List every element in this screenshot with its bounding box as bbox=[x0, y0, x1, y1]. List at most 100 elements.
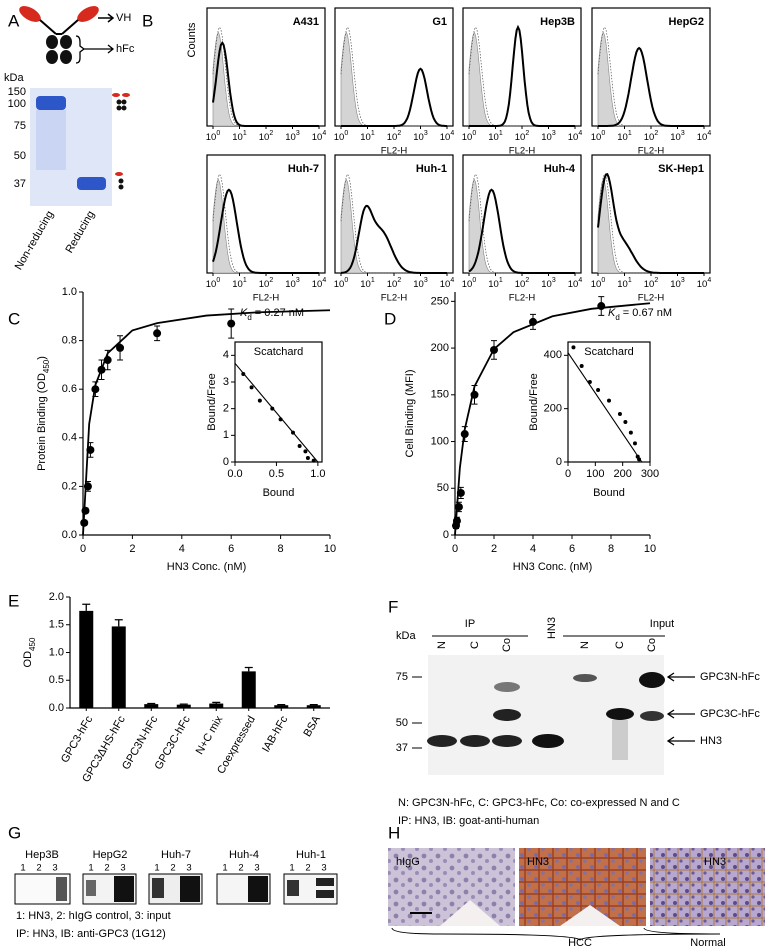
y-tick-label: 150 bbox=[431, 389, 449, 401]
x-tick-label: 4 bbox=[530, 543, 536, 555]
x-tick-label: 104 bbox=[697, 130, 712, 142]
lane-label: HN3 bbox=[546, 617, 558, 639]
x-tick-label: 101 bbox=[232, 130, 247, 142]
lane-number: 3 bbox=[254, 863, 259, 874]
annotation-part: = 0.67 nM bbox=[623, 307, 672, 319]
fit-line bbox=[454, 302, 651, 536]
cell-name: HepG2 bbox=[93, 849, 128, 861]
sample-histogram bbox=[468, 188, 575, 274]
x-tick-label-part: 4 bbox=[707, 130, 711, 137]
x-tick-label: 2 bbox=[129, 543, 135, 555]
band bbox=[639, 672, 665, 688]
y-tick-label: 50 bbox=[437, 482, 449, 494]
x-tick-label-part: 10 bbox=[617, 279, 628, 290]
point bbox=[241, 372, 246, 376]
point bbox=[257, 398, 262, 403]
x-tick-label-part: 1 bbox=[371, 130, 375, 137]
fc-domain bbox=[60, 35, 72, 49]
x-tick-label: 104 bbox=[440, 277, 455, 289]
fit-line bbox=[234, 362, 319, 463]
point bbox=[632, 441, 637, 446]
y-tick-label: 0.0 bbox=[49, 702, 64, 714]
control-histogram bbox=[597, 31, 704, 127]
y-tick-label: 2.0 bbox=[49, 591, 64, 603]
point bbox=[249, 385, 254, 390]
x-tick-label-part: 10 bbox=[232, 132, 243, 143]
y-tick-label: 0.6 bbox=[62, 383, 77, 395]
x-tick-label-part: 10 bbox=[697, 132, 708, 143]
x-tick-label-part: 10 bbox=[285, 132, 296, 143]
x-tick-label: 100 bbox=[591, 277, 606, 289]
x-tick-label: 8 bbox=[278, 543, 284, 555]
fit-line bbox=[82, 309, 331, 536]
x-tick-label-part: 0 bbox=[216, 130, 220, 137]
ihc-images bbox=[388, 848, 765, 941]
x-axis-label: FL2-H bbox=[509, 146, 536, 157]
x-tick-label-part: 10 bbox=[259, 132, 270, 143]
x-tick-label-part: 0 bbox=[601, 130, 605, 137]
x-tick-label: 103 bbox=[541, 130, 556, 142]
group-label: HCC bbox=[568, 937, 592, 948]
error-bar bbox=[277, 704, 286, 706]
control-histogram bbox=[468, 178, 575, 274]
lane-number: 3 bbox=[52, 863, 57, 874]
caption: N: GPC3N-hFc, C: GPC3-hFc, Co: co-expres… bbox=[398, 797, 680, 809]
x-tick-label-part: 0 bbox=[344, 130, 348, 137]
marker-label: 150 bbox=[8, 86, 26, 98]
lane-label: Reducing bbox=[63, 209, 97, 255]
bar bbox=[306, 705, 321, 708]
brace bbox=[391, 927, 721, 941]
marker-label: 37 bbox=[14, 178, 26, 190]
point bbox=[278, 417, 283, 422]
band bbox=[573, 674, 597, 682]
x-tick-label-part: 1 bbox=[628, 130, 632, 137]
x-tick-label: 0 bbox=[80, 543, 86, 555]
point bbox=[303, 449, 308, 454]
x-tick-label: 102 bbox=[259, 277, 274, 289]
point bbox=[80, 518, 89, 527]
error-bar bbox=[147, 702, 156, 705]
point bbox=[456, 488, 465, 497]
marker-label: 100 bbox=[8, 98, 26, 110]
x-tick-label: 103 bbox=[285, 277, 300, 289]
smear bbox=[36, 110, 66, 170]
lane-label: Non-reducing bbox=[13, 209, 56, 272]
lane-number: 1 bbox=[289, 863, 294, 874]
label-vh: VH bbox=[116, 12, 131, 24]
x-tick-label-part: 10 bbox=[312, 279, 323, 290]
band bbox=[460, 735, 490, 747]
x-tick-label: 100 bbox=[591, 130, 606, 142]
fc-domain bbox=[46, 35, 58, 49]
cell-name: SK-Hep1 bbox=[658, 163, 704, 175]
y-tick-label: 4 bbox=[223, 349, 229, 361]
x-tick-label-part: 10 bbox=[334, 132, 345, 143]
control-histogram bbox=[597, 178, 704, 274]
x-tick-label-part: 4 bbox=[322, 277, 326, 284]
point bbox=[270, 406, 275, 411]
x-tick-label-part: 10 bbox=[232, 279, 243, 290]
y-tick-label: 0.4 bbox=[62, 432, 77, 444]
y-axis-label-part: OD bbox=[22, 651, 34, 668]
image-label: hIgG bbox=[396, 856, 420, 868]
image-label: HN3 bbox=[704, 856, 726, 868]
y-axis-label: Cell Binding (MFI) bbox=[404, 369, 416, 457]
fc-domain bbox=[60, 50, 72, 64]
x-tick-label-part: 10 bbox=[440, 132, 451, 143]
point bbox=[305, 456, 310, 460]
x-tick-label: 102 bbox=[387, 277, 402, 289]
inset-title: Scatchard bbox=[584, 346, 634, 358]
lane-number: 3 bbox=[120, 863, 125, 874]
cell-name: Huh-4 bbox=[229, 849, 259, 861]
bar bbox=[111, 626, 126, 708]
x-tick-label-part: 10 bbox=[644, 132, 655, 143]
x-tick-label-part: 3 bbox=[296, 130, 300, 137]
isotype-histogram bbox=[597, 26, 704, 127]
band bbox=[36, 96, 66, 110]
x-tick-label-part: 10 bbox=[591, 132, 602, 143]
y-axis-label: OD450 bbox=[22, 637, 37, 667]
x-tick-label-part: 0 bbox=[216, 277, 220, 284]
lane-label: Co bbox=[501, 638, 513, 652]
x-tick-label-part: 0 bbox=[472, 277, 476, 284]
x-tick-label: 101 bbox=[360, 130, 375, 142]
x-tick-label: 10 bbox=[324, 543, 336, 555]
